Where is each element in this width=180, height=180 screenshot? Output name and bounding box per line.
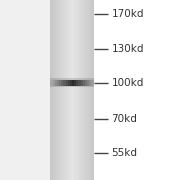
Bar [55,0,56,180]
Bar [76,80,78,85]
Bar [57,0,58,180]
Bar [78,80,81,85]
Bar [93,0,94,180]
Bar [92,0,93,180]
Bar [56,0,57,180]
Bar [86,0,87,180]
Bar [53,80,55,85]
Bar [66,80,68,85]
Bar [50,0,51,180]
Bar [74,0,75,180]
Bar [87,80,89,85]
Bar [50,78,94,87]
Text: 55kd: 55kd [112,148,138,158]
Bar [58,0,59,180]
Bar [59,80,61,85]
Bar [53,0,54,180]
Bar [82,0,83,180]
Bar [72,80,74,85]
Bar [80,0,81,180]
Bar [83,80,85,85]
Bar [62,0,63,180]
Bar [77,0,78,180]
Bar [85,0,86,180]
Bar [89,80,91,85]
Text: 170kd: 170kd [112,9,144,19]
Bar [63,0,64,180]
Bar [91,0,92,180]
Bar [73,0,74,180]
Bar [67,0,68,180]
Bar [50,0,94,180]
Bar [90,0,91,180]
Bar [61,0,62,180]
Bar [54,0,55,180]
Bar [87,0,88,180]
Bar [50,80,53,85]
Bar [81,80,83,85]
Bar [89,0,90,180]
Bar [51,0,52,180]
Bar [63,80,66,85]
Bar [85,80,87,85]
Bar [68,80,70,85]
Bar [69,0,70,180]
Bar [84,0,85,180]
Text: 100kd: 100kd [112,78,144,88]
Bar [75,0,76,180]
Bar [74,80,76,85]
Bar [65,0,66,180]
Bar [91,80,94,85]
Bar [60,0,61,180]
Bar [88,0,89,180]
Bar [64,0,65,180]
Bar [78,0,79,180]
Bar [72,0,73,180]
Bar [68,0,69,180]
Bar [55,80,57,85]
Text: 130kd: 130kd [112,44,144,54]
Bar [59,0,60,180]
Bar [0,0,94,180]
Bar [57,80,59,85]
Bar [66,0,67,180]
Text: 70kd: 70kd [112,114,138,124]
Bar [70,80,72,85]
Bar [61,80,63,85]
Bar [83,0,84,180]
Bar [81,0,82,180]
Bar [52,0,53,180]
Bar [79,0,80,180]
Bar [70,0,71,180]
Bar [71,0,72,180]
Bar [76,0,77,180]
